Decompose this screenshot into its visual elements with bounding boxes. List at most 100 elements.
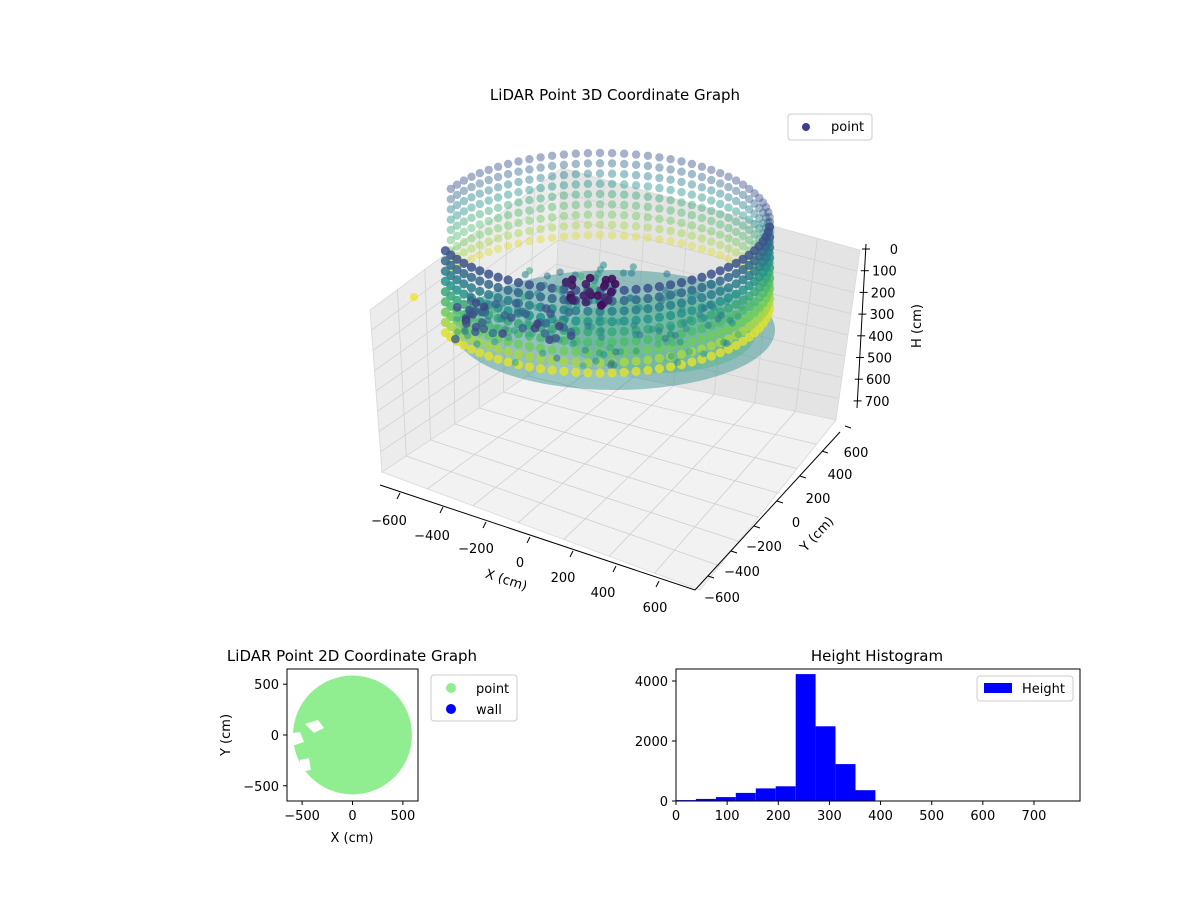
ring-point	[524, 351, 535, 362]
ring-point	[655, 224, 664, 234]
ring-point	[547, 213, 557, 222]
ring-points	[440, 148, 775, 378]
ring-point	[607, 220, 617, 230]
ring-point	[631, 201, 641, 210]
x-tick-label-2d: 500	[390, 809, 415, 824]
ring-point	[595, 200, 605, 209]
interior-point	[629, 263, 637, 271]
ring-point	[655, 173, 664, 183]
ring-point	[724, 223, 733, 233]
y-tick-label-3d: −200	[746, 540, 782, 555]
ring-point	[716, 179, 725, 188]
interior-point	[678, 305, 686, 313]
z-tick-label-3d: 700	[865, 395, 890, 410]
ring-point	[547, 172, 557, 181]
z-axis-label-3d: H (cm)	[910, 304, 925, 348]
ring-point	[724, 193, 733, 202]
ring-point	[559, 356, 569, 366]
ring-point	[724, 244, 733, 253]
ring-point	[524, 280, 535, 290]
interior-point	[513, 287, 521, 295]
ring-point	[745, 184, 754, 194]
grid-line	[430, 439, 739, 542]
ring-point	[731, 340, 741, 350]
y-tick-label-hist: 2000	[635, 735, 668, 750]
interior-point	[556, 268, 564, 276]
interior-point	[657, 297, 665, 305]
z-tick-label-3d: 600	[866, 373, 891, 388]
interior-point	[510, 326, 518, 335]
ring-point	[493, 224, 503, 233]
ring-point	[716, 169, 725, 178]
interior-point	[585, 287, 594, 297]
ring-point	[466, 272, 477, 282]
histogram-bar	[775, 786, 796, 801]
ring-point	[745, 205, 754, 214]
ring-point	[666, 206, 675, 215]
x-tick-label-3d: 600	[643, 601, 668, 616]
ring-point	[466, 344, 477, 354]
x-tick-3d	[396, 492, 401, 500]
ring-point	[503, 180, 513, 189]
ring-point	[724, 254, 733, 263]
ring-point	[715, 286, 725, 296]
ring-point	[484, 247, 493, 257]
grid-line	[608, 402, 756, 557]
ring-point	[547, 151, 557, 160]
ticks-2d: −500 0 500 500 0 −500	[243, 678, 415, 824]
ring-point	[687, 336, 697, 347]
ring-point	[493, 213, 503, 223]
ring-point	[761, 203, 771, 212]
ring-point	[707, 237, 716, 246]
ring-point	[697, 244, 707, 253]
interior-point	[667, 324, 675, 332]
interior-point	[593, 291, 603, 300]
ring-point	[631, 160, 641, 169]
ring-point	[666, 310, 676, 321]
grid-line	[472, 376, 634, 507]
y-tick-3d	[707, 575, 715, 579]
ring-point	[631, 150, 641, 159]
y-tick-label-3d: −600	[704, 591, 740, 606]
ring-point	[493, 203, 503, 212]
ring-point	[525, 216, 534, 225]
interior-point	[473, 340, 481, 348]
interior-point	[584, 322, 592, 330]
ring-point	[607, 149, 617, 158]
interior-point	[505, 334, 513, 342]
ring-point	[583, 231, 593, 240]
chart-3d-title: LiDAR Point 3D Coordinate Graph	[490, 86, 740, 104]
y-tick-3d	[753, 525, 761, 529]
x-tick-label-2d: −500	[284, 809, 320, 824]
histogram-bars	[676, 674, 1075, 801]
ring-point	[755, 193, 764, 203]
x-tick-label-2d: 0	[348, 809, 356, 824]
ring-point	[475, 189, 484, 198]
ring-point	[687, 180, 697, 189]
ring-point	[687, 306, 697, 316]
interior-point	[462, 319, 471, 328]
ring-point	[595, 368, 605, 378]
ring-point	[631, 222, 641, 231]
interior-point	[723, 298, 731, 306]
ring-point	[559, 150, 569, 159]
ring-point	[475, 266, 485, 276]
ring-point	[459, 279, 469, 289]
ring-point	[666, 362, 676, 372]
ring-point	[475, 210, 484, 219]
ring-point	[631, 232, 641, 241]
ring-point	[607, 179, 617, 189]
ring-point	[643, 345, 653, 355]
ring-point	[595, 210, 605, 219]
ring-point	[536, 204, 545, 213]
ring-point	[654, 333, 665, 343]
ring-point	[525, 155, 534, 164]
legend-histogram-swatch	[984, 683, 1012, 693]
ring-point	[655, 163, 664, 172]
ring-point	[731, 196, 741, 206]
chart-2d-title: LiDAR Point 2D Coordinate Graph	[227, 647, 477, 665]
ring-point	[467, 223, 476, 233]
ring-point	[666, 155, 675, 164]
ring-point	[666, 216, 675, 225]
z-tick-label-3d: 100	[872, 265, 897, 280]
